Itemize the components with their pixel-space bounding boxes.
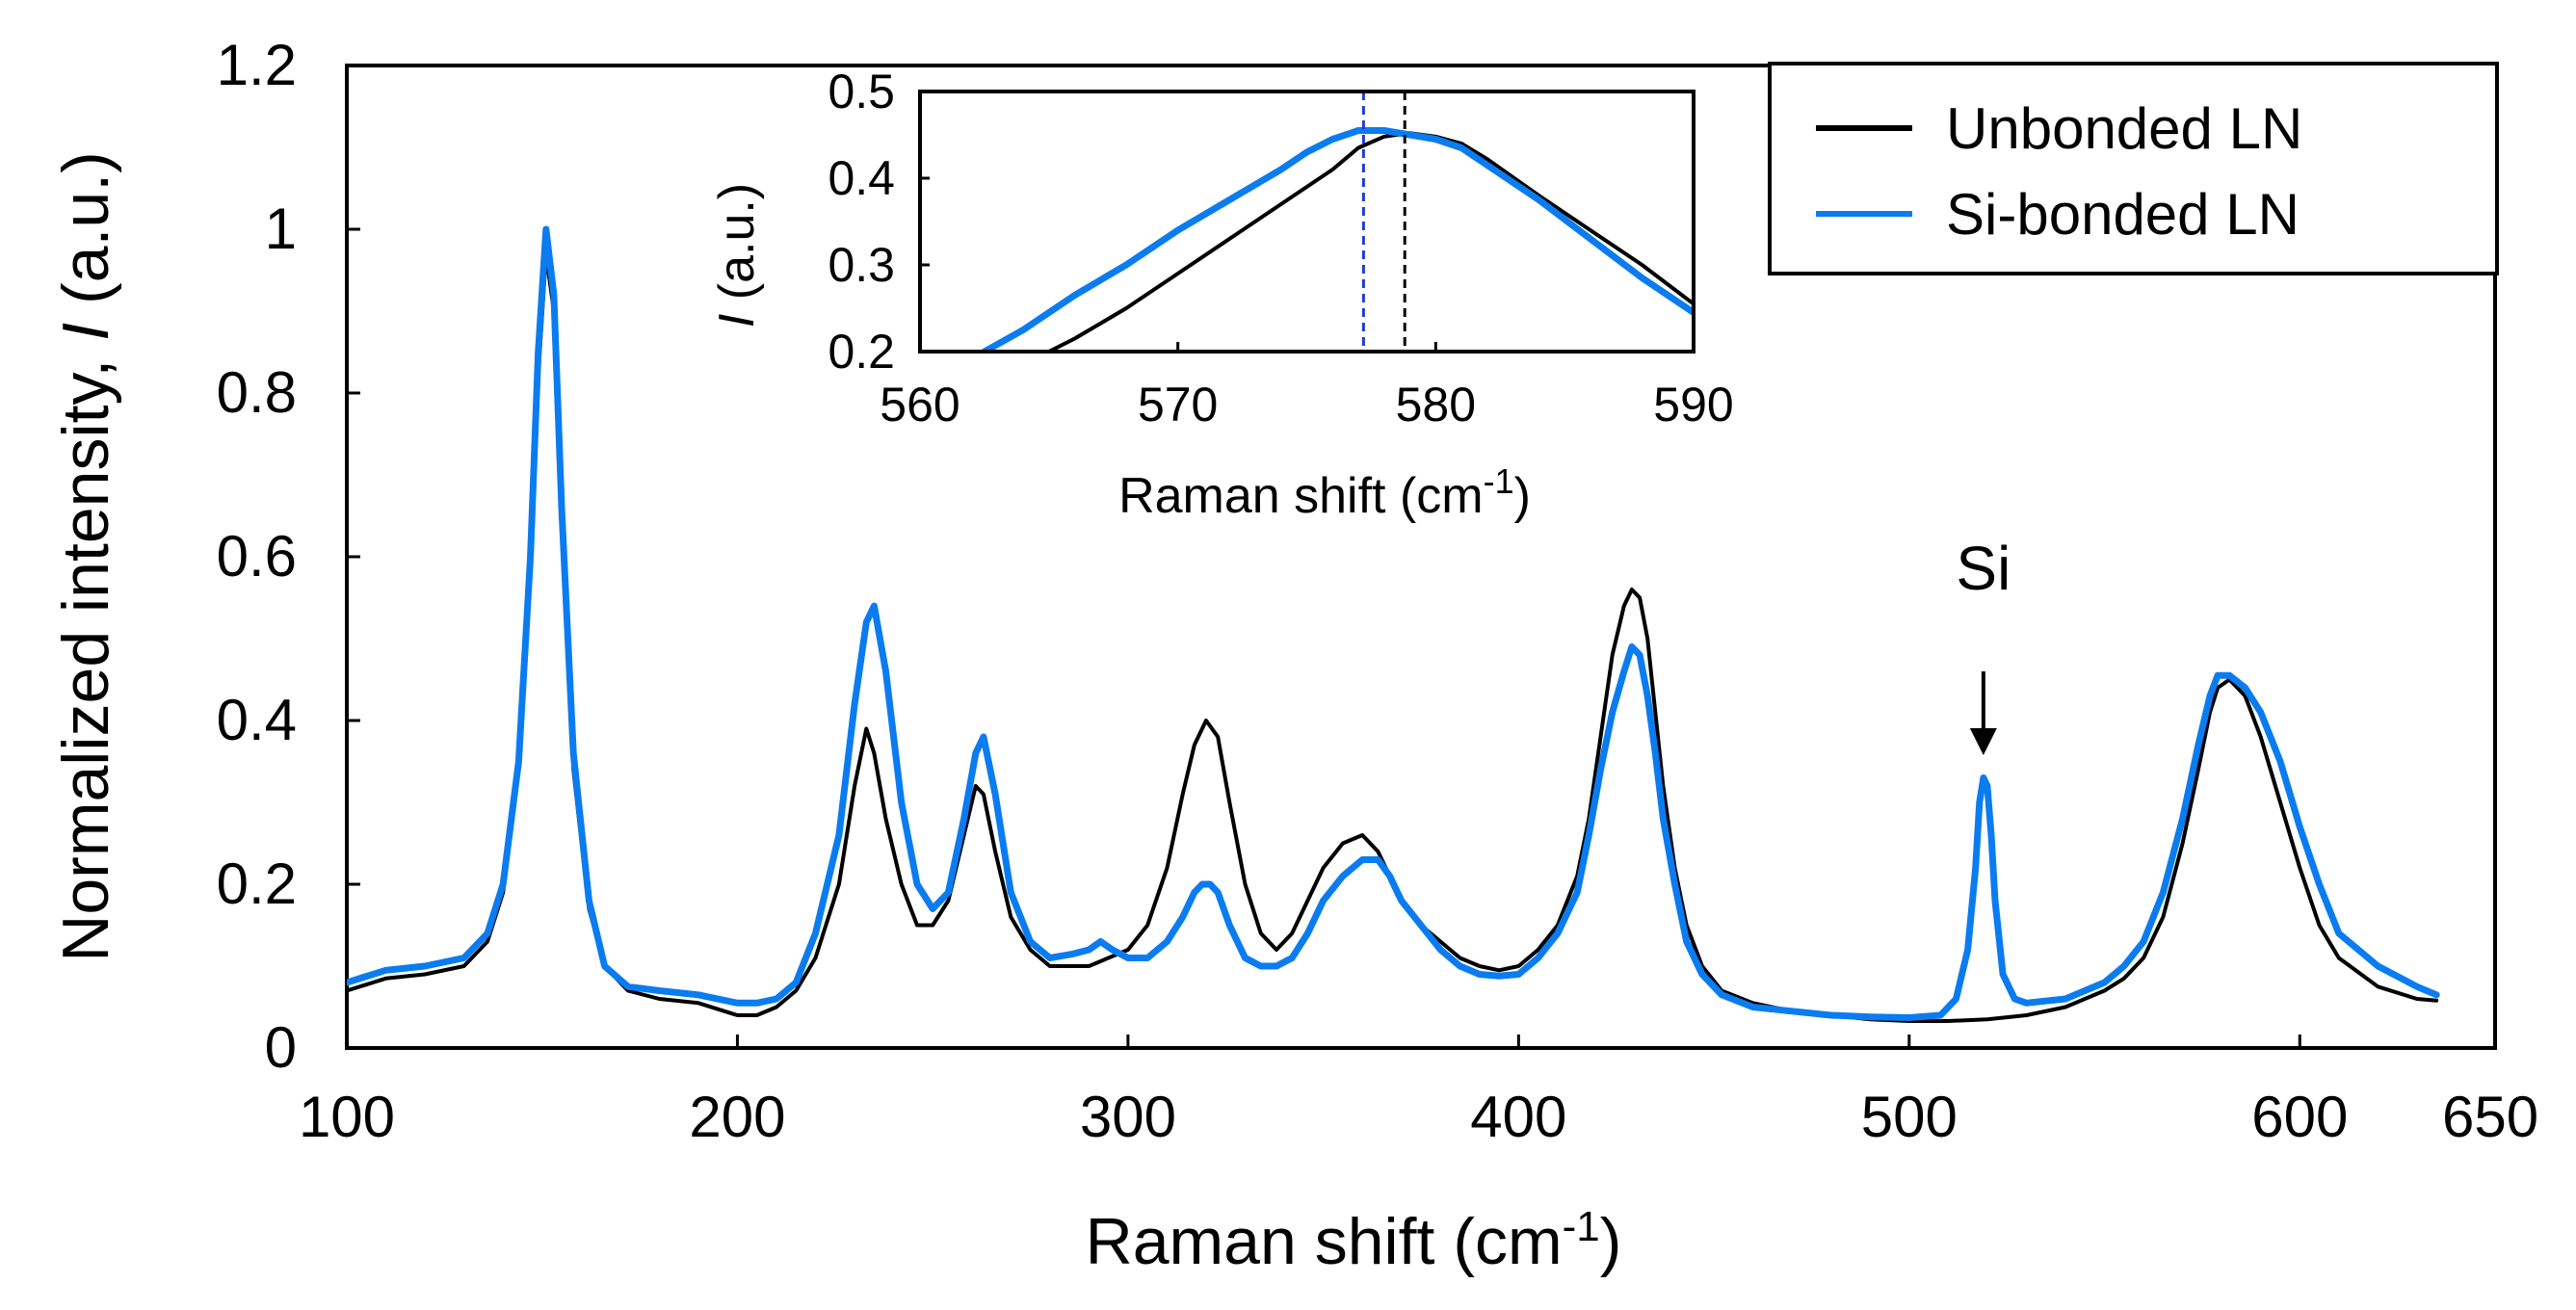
main-x-tick-label: 300: [1080, 1085, 1176, 1149]
main-series-line-unbonded: [347, 251, 2439, 1023]
main-y-tick-label: 1: [265, 196, 297, 261]
inset-x-ticks: 560 570 580 590: [880, 342, 1734, 432]
legend-label-si-bonded: Si-bonded LN: [1946, 182, 2300, 247]
main-x-tick-label: 400: [1470, 1085, 1566, 1149]
main-x-tick-label: 500: [1861, 1085, 1958, 1149]
inset-y-tick-label: 0.4: [828, 151, 895, 205]
main-y-tick-label: 0: [265, 1015, 297, 1080]
main-y-tick-label: 1.2: [217, 33, 297, 97]
main-y-tick-label: 0.2: [217, 852, 297, 916]
legend-label-unbonded: Unbonded LN: [1946, 96, 2302, 161]
inset-y-tick-label: 0.2: [828, 325, 895, 379]
si-peak-annotation: Si: [1956, 534, 2011, 755]
main-series-line-si-bonded: [347, 225, 2440, 1021]
main-x-tick-label: 650: [2442, 1085, 2538, 1149]
inset-series: [981, 127, 1694, 352]
inset-y-tick-label: 0.5: [828, 65, 895, 118]
inset-series-line-unbonded: [1046, 131, 1694, 352]
main-plot: 00.20.40.60.811.2 100 200 300 400 500 600 650 …: [49, 33, 2538, 1278]
main-x-tick-label: 100: [299, 1085, 395, 1149]
legend: Unbonded LN Si-bonded LN: [1768, 62, 2499, 275]
inset-x-tick-label: 580: [1396, 378, 1476, 432]
inset-series-line-si-bonded: [981, 127, 1694, 352]
inset-peak-markers: [1361, 92, 1406, 352]
inset-plot-frame: [918, 90, 1695, 354]
main-y-axis-title: Normalized intensity, I (a.u.): [49, 151, 122, 962]
inset-y-tick-label: 0.3: [828, 238, 895, 292]
main-y-tick-label: 0.4: [217, 688, 297, 752]
main-x-axis-title: Raman shift (cm-1): [1086, 1203, 1622, 1278]
inset-x-tick-label: 590: [1653, 378, 1733, 432]
main-x-tick-label: 600: [2251, 1085, 2348, 1149]
si-label: Si: [1956, 534, 2011, 603]
inset-y-ticks: 0.2 0.3 0.4 0.5: [828, 65, 930, 379]
main-x-ticks: 100 200 300 400 500 600 650: [299, 1035, 2538, 1149]
inset-plot: 0.2 0.3 0.4 0.5 560 570 580 590 I (a.u.) Raman…: [709, 65, 1734, 524]
inset-x-tick-label: 570: [1138, 378, 1218, 432]
main-y-tick-label: 0.6: [217, 524, 297, 589]
main-y-tick-label: 0.8: [217, 360, 297, 425]
si-arrow-head: [1969, 728, 1997, 755]
main-y-ticks: 0 0.2 0.4 0.6 0.8 1 1.2: [217, 33, 360, 1080]
inset-y-axis-title: I (a.u.): [709, 183, 765, 328]
legend-frame: [1768, 62, 2499, 275]
inset-x-axis-title: Raman shift (cm-1): [1118, 461, 1531, 524]
main-series: [347, 225, 2440, 1023]
main-x-tick-label: 200: [689, 1085, 785, 1149]
inset-x-tick-label: 560: [880, 378, 959, 432]
